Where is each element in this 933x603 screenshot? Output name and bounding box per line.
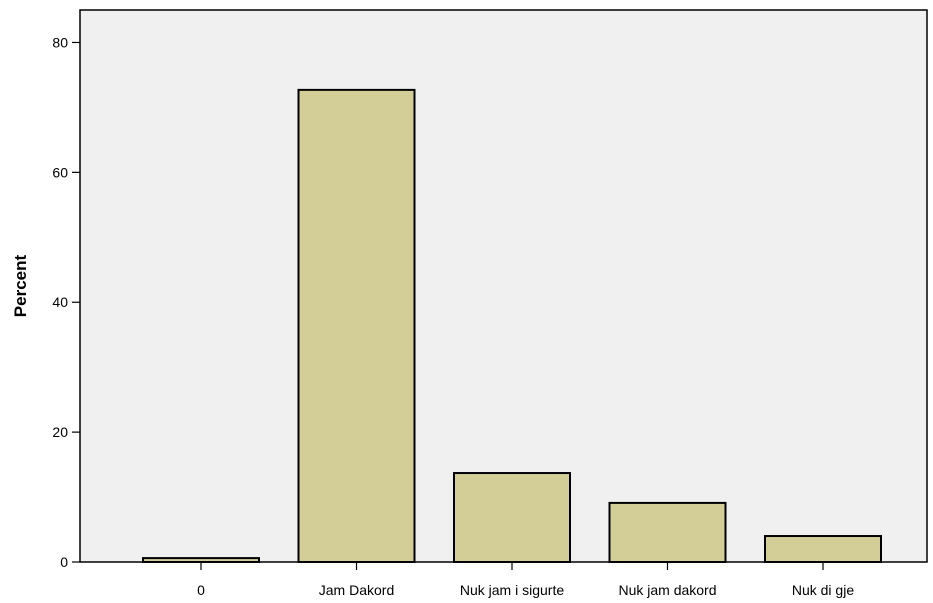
bars <box>142 88 882 564</box>
x-tick-label: Nuk jam i sigurte <box>460 582 564 598</box>
bar <box>764 535 882 564</box>
plot-area <box>79 9 928 563</box>
x-tick-label: Nuk di gje <box>792 582 854 598</box>
x-tick-label: Nuk jam dakord <box>618 582 716 598</box>
bar <box>142 557 260 563</box>
x-axis: 0 Jam Dakord Nuk jam i sigurte Nuk jam dako… <box>197 562 854 598</box>
y-tick-label: 80 <box>52 34 68 50</box>
y-tick-label: 40 <box>52 294 68 310</box>
bar <box>453 472 571 563</box>
x-tick-label: Jam Dakord <box>319 582 394 598</box>
y-axis: 0 20 40 60 80 <box>52 34 80 570</box>
y-tick-label: 60 <box>52 164 68 180</box>
bar <box>297 88 416 563</box>
y-axis-title: Percent <box>11 254 30 317</box>
x-tick-label: 0 <box>197 582 205 598</box>
y-tick-label: 0 <box>60 554 68 570</box>
y-tick-label: 20 <box>52 424 68 440</box>
bar <box>608 501 727 564</box>
